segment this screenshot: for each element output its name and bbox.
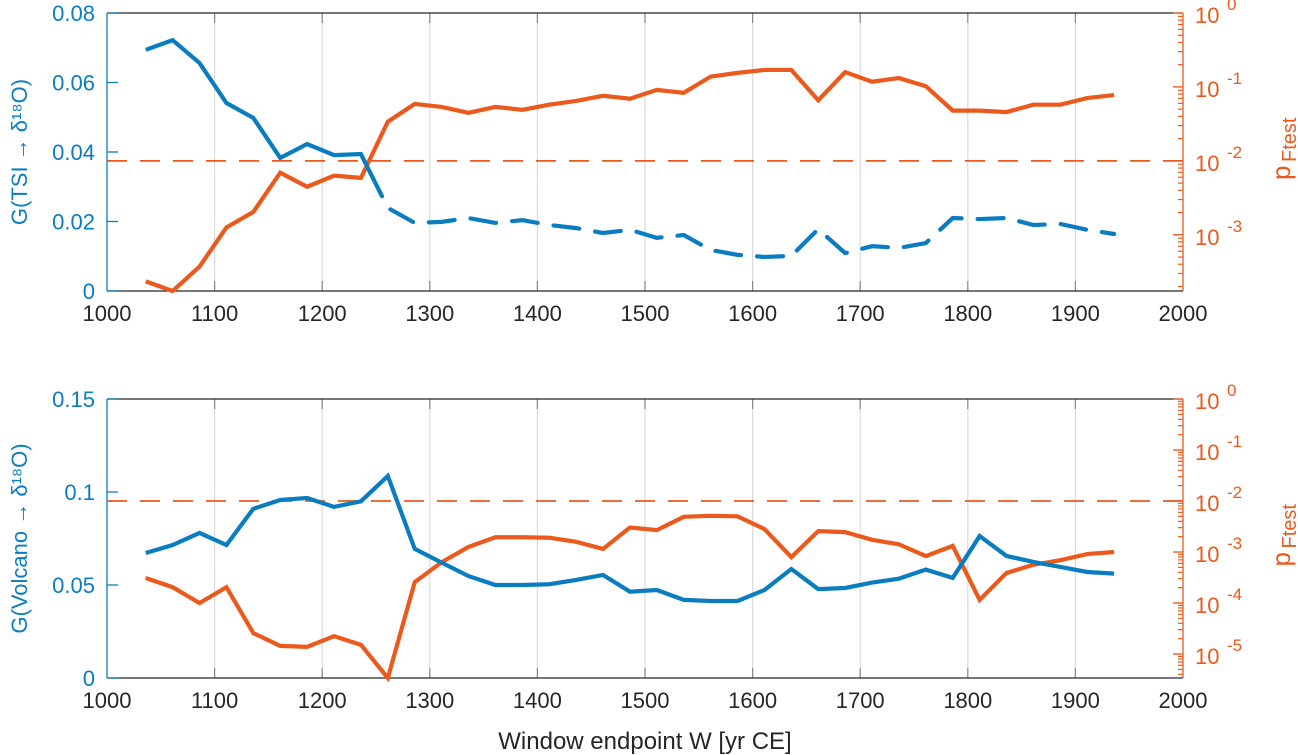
right-y-label-main: p	[1266, 552, 1296, 566]
right-y-tick-base: 10	[1195, 491, 1219, 516]
right-y-tick-base: 10	[1195, 440, 1219, 465]
x-tick-label: 1200	[298, 688, 347, 713]
right-y-tick-exponent: 0	[1227, 0, 1236, 14]
left-y-tick-label: 0	[83, 279, 95, 304]
right-y-tick-exponent: -3	[1227, 217, 1242, 236]
right-y-label-subscript: Ftest	[1279, 117, 1298, 162]
right-y-tick-exponent: -1	[1227, 69, 1242, 88]
right-y-axis-label: p Ftest	[1266, 117, 1298, 180]
left-y-tick-label: 0	[83, 666, 95, 691]
right-y-tick-base: 10	[1195, 593, 1219, 618]
right-y-tick-exponent: -5	[1227, 636, 1242, 655]
right-y-tick-base: 10	[1195, 3, 1219, 28]
right-y-axis-label: p Ftest	[1266, 504, 1298, 567]
right-y-label-main: p	[1266, 166, 1296, 180]
x-tick-label: 1900	[1051, 301, 1100, 326]
x-tick-label: 1500	[621, 688, 670, 713]
left-y-tick-label: 0.06	[52, 71, 95, 96]
x-tick-label: 2000	[1159, 301, 1208, 326]
x-axis-label: Window endpoint W [yr CE]	[498, 728, 791, 755]
x-tick-label: 1400	[513, 301, 562, 326]
g-tsi-line-significant	[145, 37, 373, 174]
g-tsi-line-not-significant	[368, 170, 1117, 260]
x-tick-label: 1300	[405, 688, 454, 713]
top-panel: 1000 1100 1200 1300 1400 1500 1600 1700 1800 1900…	[7, 0, 1298, 326]
right-y-tick-exponent: -2	[1227, 483, 1242, 502]
right-y-tick-exponent: -4	[1227, 585, 1242, 604]
right-y-tick-exponent: -2	[1227, 143, 1242, 162]
left-y-axis-label: G(Volcano → δ¹⁸O)	[7, 443, 32, 633]
right-y-tick-base: 10	[1195, 389, 1219, 414]
x-tick-label: 1800	[943, 688, 992, 713]
p-ftest-line	[145, 67, 1115, 294]
x-tick-label: 1100	[191, 301, 238, 326]
bottom-panel: 1000 1100 1200 1300 1400 1500 1600 1700 1800 1900…	[7, 381, 1298, 713]
x-tick-label: 1300	[405, 301, 454, 326]
right-y-tick-base: 10	[1195, 542, 1219, 567]
x-tick-label: 1800	[943, 301, 992, 326]
x-tick-label: 1700	[836, 688, 885, 713]
p-ftest-line	[145, 513, 1115, 683]
x-tick-label: 1200	[298, 301, 347, 326]
x-tick-label: 2000	[1159, 688, 1208, 713]
right-y-tick-base: 10	[1195, 151, 1219, 176]
left-y-tick-label: 0.08	[52, 1, 95, 26]
left-y-tick-label: 0.02	[52, 210, 95, 235]
right-y-tick-base: 10	[1195, 644, 1219, 669]
x-tick-label: 1000	[83, 301, 132, 326]
right-y-tick-base: 10	[1195, 77, 1219, 102]
left-y-axis-label: G(TSI → δ¹⁸O)	[7, 79, 32, 225]
x-tick-label: 1600	[728, 688, 777, 713]
left-y-tick-label: 0.1	[64, 480, 95, 505]
left-y-tick-label: 0.15	[52, 387, 95, 412]
left-y-tick-label: 0.04	[52, 140, 95, 165]
x-tick-label: 1900	[1051, 688, 1100, 713]
right-y-tick-exponent: -3	[1227, 534, 1242, 553]
left-y-tick-label: 0.05	[52, 573, 95, 598]
x-tick-label: 1500	[621, 301, 670, 326]
x-tick-label: 1600	[728, 301, 777, 326]
right-y-label-subscript: Ftest	[1279, 504, 1298, 549]
x-tick-label: 1400	[513, 688, 562, 713]
x-tick-label: 1000	[83, 688, 132, 713]
right-y-tick-exponent: 0	[1227, 381, 1236, 400]
x-tick-label: 1700	[836, 301, 885, 326]
right-y-tick-base: 10	[1195, 225, 1219, 250]
right-y-tick-exponent: -1	[1227, 432, 1242, 451]
x-tick-label: 1100	[191, 688, 238, 713]
